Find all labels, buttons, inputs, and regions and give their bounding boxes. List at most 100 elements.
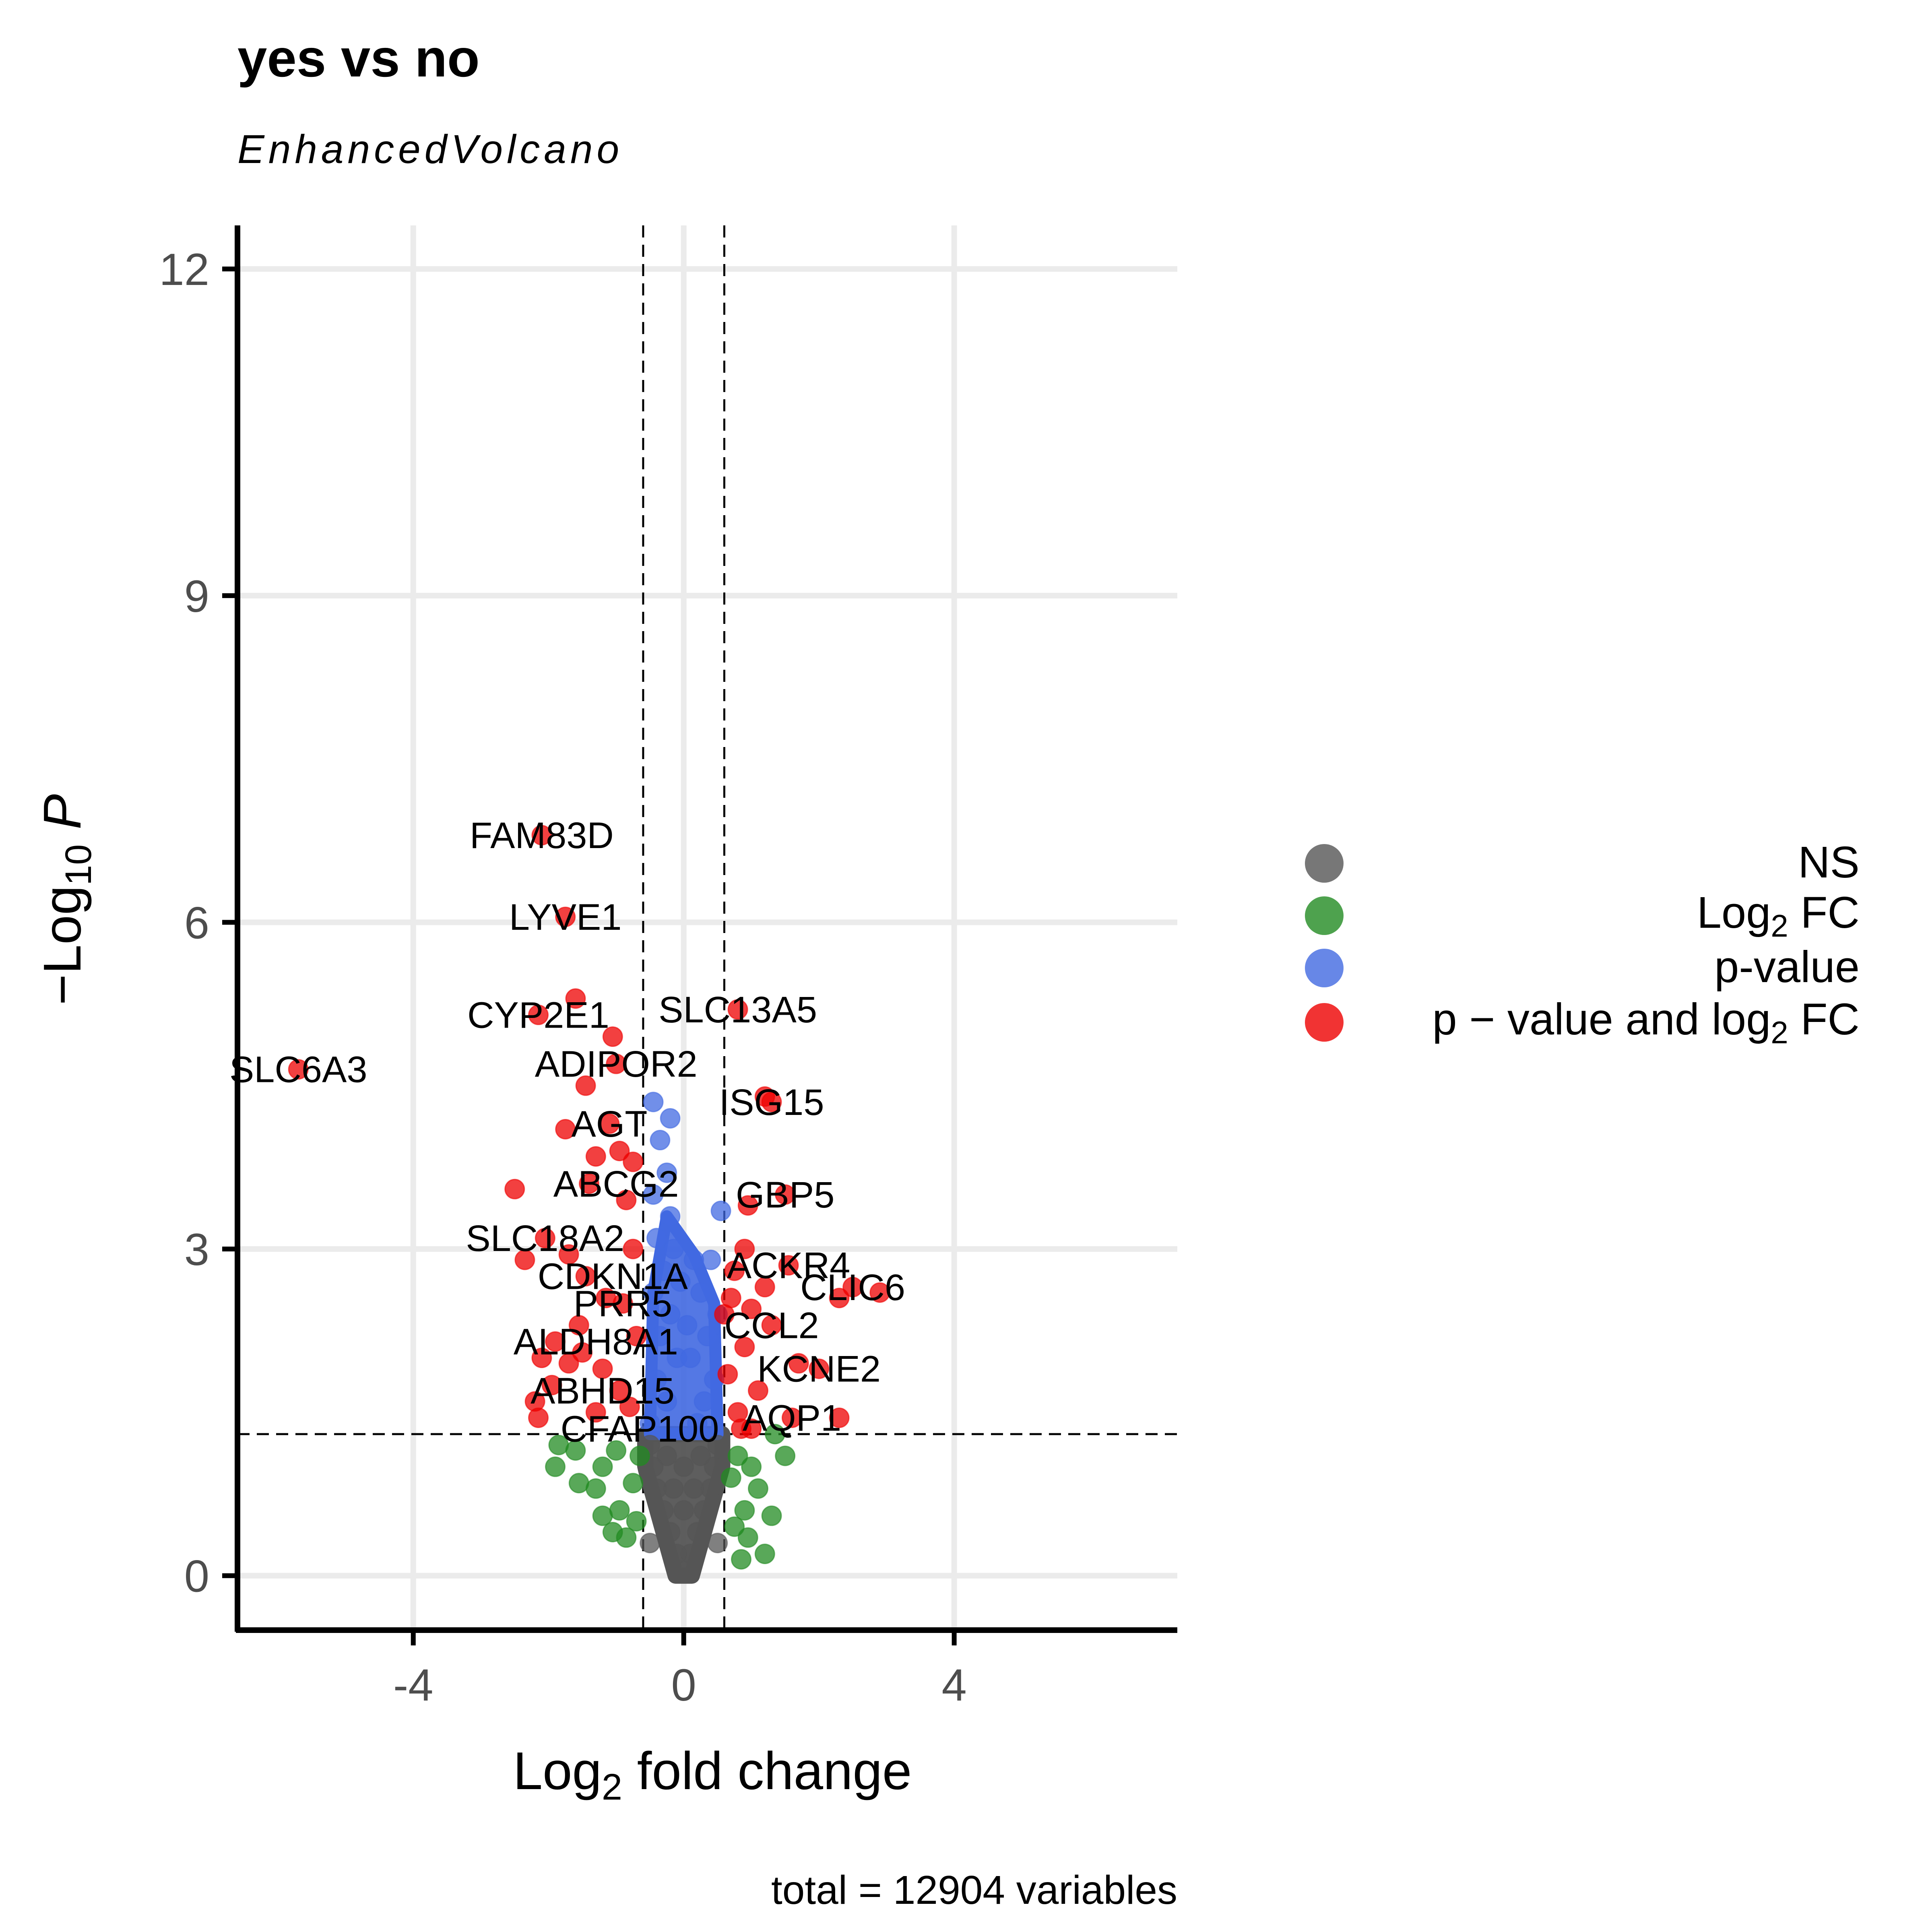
point-p <box>660 1108 681 1129</box>
point-fc-p <box>619 1396 640 1417</box>
gene-label: CCL2 <box>724 1305 819 1346</box>
point-p <box>643 1184 664 1205</box>
point-fc-p <box>528 1004 549 1025</box>
point-fc <box>731 1549 751 1570</box>
point-fc-p <box>761 1315 782 1335</box>
point-fc <box>747 1478 768 1499</box>
point-fc-p <box>575 1266 596 1287</box>
point-fc-p <box>555 1119 576 1140</box>
point-fc-p <box>829 1288 850 1309</box>
point-fc-p <box>504 1179 525 1199</box>
point-fc-p <box>609 1380 630 1401</box>
point-ns <box>704 1456 724 1477</box>
point-fc-p <box>734 1337 755 1358</box>
point-fc-p <box>869 1282 890 1303</box>
point-fc-p <box>724 1260 745 1281</box>
point-p <box>646 1369 667 1390</box>
y-tick-label: 3 <box>184 1224 209 1275</box>
gene-label: SLC13A5 <box>658 989 817 1030</box>
point-fc-p <box>288 1059 309 1080</box>
point-fc <box>630 1445 650 1466</box>
point-fc-p <box>535 1228 555 1249</box>
y-tick-label: 12 <box>159 244 209 295</box>
point-p <box>643 1092 664 1113</box>
point-fc-p <box>602 1026 623 1047</box>
x-tick-label: 4 <box>941 1660 966 1710</box>
point-fc-p <box>778 1255 799 1276</box>
x-tick-label: -4 <box>393 1660 433 1710</box>
point-p <box>694 1391 714 1412</box>
point-fc-p <box>616 1189 637 1210</box>
point-fc <box>565 1440 586 1461</box>
point-fc-p <box>599 1113 620 1134</box>
legend-swatch-ns <box>1305 844 1344 883</box>
y-axis-title: −Log10 P <box>33 794 99 1005</box>
point-p <box>687 1413 708 1434</box>
gene-labels: FAM83D LYVE1 CYP2E1 SLC13A5 SLC6A3 ADIPOR2 ISG… <box>229 815 905 1449</box>
legend-item-ns: NS <box>1305 838 1860 887</box>
point-p <box>656 1391 677 1412</box>
point-fc-p <box>575 1075 596 1096</box>
point-fc <box>741 1456 762 1477</box>
gene-label: ADIPOR2 <box>535 1044 698 1085</box>
point-p <box>660 1304 681 1325</box>
gene-label: CDKN1A <box>538 1256 688 1297</box>
gene-label: CLIC6 <box>800 1267 905 1308</box>
y-tick-label: 9 <box>184 571 209 621</box>
point-fc-p <box>761 1092 782 1113</box>
point-fc <box>775 1445 796 1466</box>
point-p <box>663 1238 684 1259</box>
point-fc <box>626 1511 647 1532</box>
gene-label: FAM83D <box>470 815 614 856</box>
x-axis-title: Log2 fold change <box>513 1741 912 1808</box>
y-tick-label: 0 <box>184 1551 209 1602</box>
gene-label: SLC18A2 <box>466 1218 624 1259</box>
point-fc-p <box>585 1146 606 1167</box>
point-ns <box>694 1500 714 1521</box>
point-fc <box>727 1445 748 1466</box>
gene-label: ACKR4 <box>727 1245 850 1286</box>
caption: total = 12904 variables <box>771 1868 1177 1913</box>
point-fc-p <box>558 1353 579 1374</box>
legend-label-pvalue: p-value <box>1714 942 1860 992</box>
gene-label: ABHD15 <box>530 1371 675 1412</box>
point-fc-p <box>592 1358 613 1379</box>
point-fc-p <box>626 1326 647 1347</box>
point-fc-p <box>623 1238 644 1259</box>
point-fc <box>616 1527 637 1548</box>
point-fc-p <box>747 1380 768 1401</box>
point-fc-p <box>727 999 748 1020</box>
point-ns <box>673 1456 694 1477</box>
point-fc <box>737 1527 758 1548</box>
gene-label: AGT <box>571 1104 647 1145</box>
point-fc-p <box>579 1173 600 1194</box>
point-fc-p <box>737 1195 758 1216</box>
point-fc-p <box>717 1364 738 1385</box>
point-fc-p <box>809 1358 830 1379</box>
point-p <box>710 1200 731 1221</box>
point-fc-p <box>555 906 576 927</box>
point-fc-p <box>613 1293 634 1314</box>
point-ns <box>653 1500 674 1521</box>
point-p <box>650 1326 671 1347</box>
point-p <box>700 1249 721 1270</box>
point-p <box>680 1348 701 1368</box>
point-ns <box>656 1445 677 1466</box>
legend-item-log2fc: Log2 FC <box>1305 888 1860 943</box>
y-tick-label: 6 <box>184 898 209 948</box>
point-fc <box>606 1440 627 1461</box>
legend-swatch-pvalue <box>1305 949 1344 987</box>
point-fc <box>592 1456 613 1477</box>
gene-label: LYVE1 <box>509 897 622 938</box>
point-fc-p <box>714 1304 735 1325</box>
point-ns <box>640 1533 661 1554</box>
gene-label: AQP1 <box>743 1397 841 1439</box>
point-fc <box>585 1478 606 1499</box>
point-p <box>650 1130 671 1151</box>
point-fc-p <box>514 1249 535 1270</box>
point-fc-p <box>741 1298 762 1319</box>
point-fc <box>720 1467 741 1488</box>
axes: -4 0 4 0 3 6 9 12 <box>159 225 1177 1710</box>
point-fc-p <box>734 1238 755 1259</box>
